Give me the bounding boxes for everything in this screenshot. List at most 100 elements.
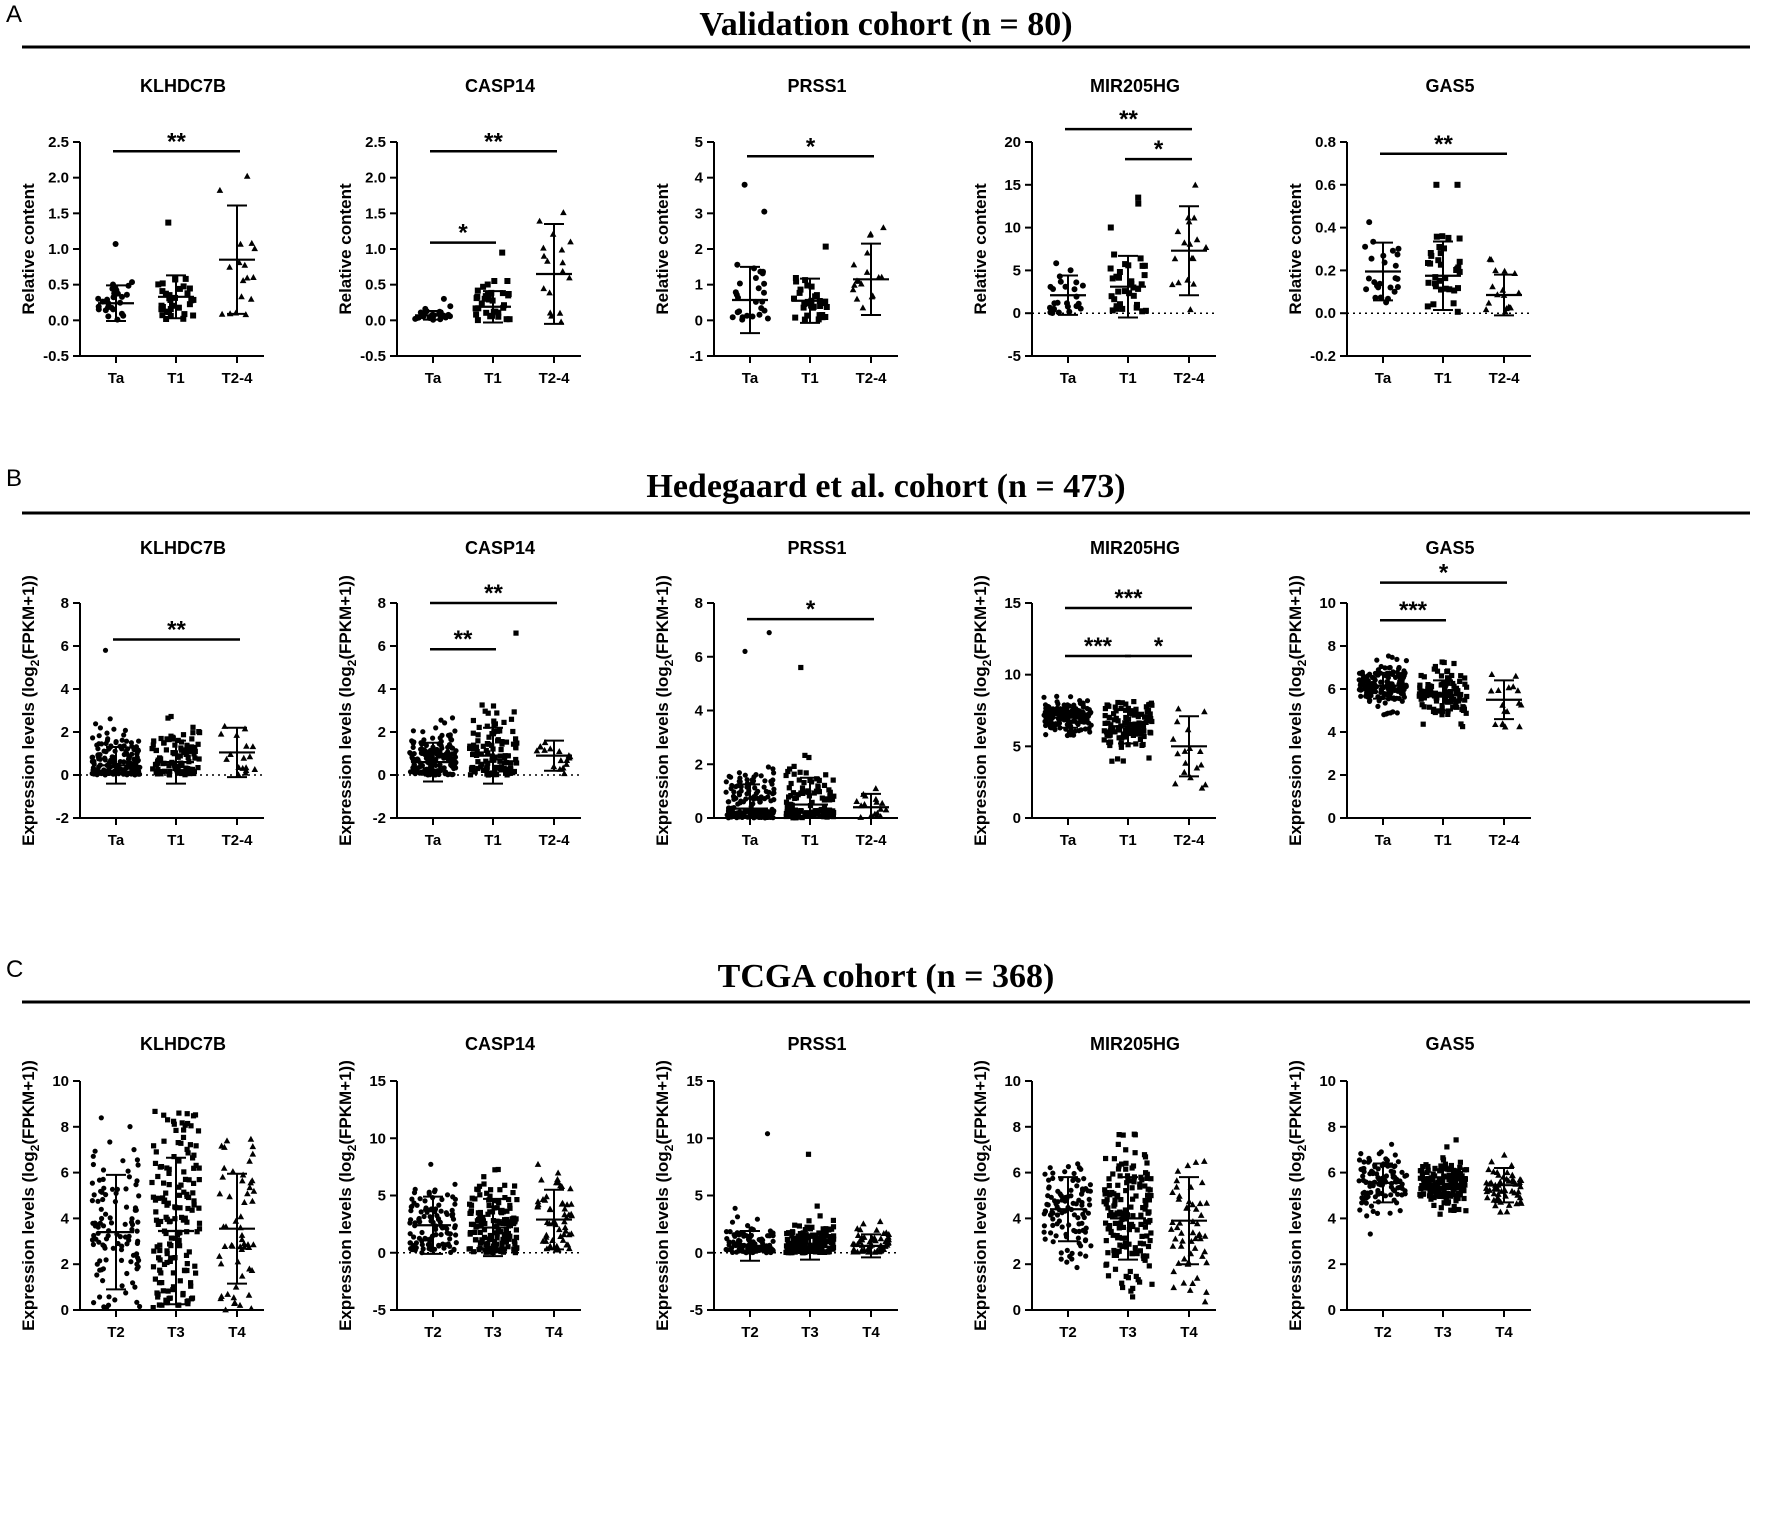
data-point [236,1301,244,1308]
x-tick-label: Ta [425,370,442,387]
data-point [481,1227,488,1233]
data-point [544,257,551,264]
data-point [101,748,107,754]
data-point [854,1225,861,1232]
data-point [1425,1176,1431,1182]
data-point [1112,1266,1119,1272]
y-tick-label: 3 [695,205,703,222]
data-point [729,1249,736,1255]
data-point [94,1272,100,1278]
data-point [1445,1200,1451,1206]
data-point [1169,1189,1176,1195]
data-point [502,1182,508,1188]
data-point [752,785,758,791]
data-point [452,728,458,734]
data-point [1084,705,1090,712]
data-point [1148,1176,1154,1182]
y-tick-label: 0.0 [365,312,386,329]
data-point [1189,1201,1196,1208]
data-point [1071,702,1077,708]
data-point [508,1219,514,1225]
series-t2 [1041,1161,1094,1271]
significance-label: * [458,220,468,247]
data-point [758,773,764,779]
data-point [452,1181,458,1187]
data-point [508,760,514,766]
data-point [161,1180,167,1186]
data-point [152,1276,158,1282]
data-point [1427,250,1434,256]
data-point [1462,1176,1468,1182]
x-tick-label: T1 [1434,370,1452,387]
data-point [1128,721,1134,728]
data-point [1417,685,1423,691]
data-point [563,1241,570,1248]
data-point [1059,1197,1065,1203]
x-tick-label: T3 [1119,1324,1137,1341]
data-point [175,1239,181,1245]
data-point [1131,699,1137,705]
data-point [1137,1184,1143,1190]
data-point [566,1245,573,1252]
data-point [816,1230,822,1236]
data-point [1460,1184,1466,1190]
data-point [155,1173,161,1180]
data-point [106,1294,112,1300]
data-point [482,1220,488,1227]
data-point [189,736,195,742]
data-point [185,1301,191,1307]
data-point [1106,1176,1112,1182]
data-point [1124,1173,1131,1179]
data-point [434,746,440,753]
data-point [1106,739,1112,746]
data-point [237,240,244,247]
data-point [411,762,417,768]
data-point [250,274,257,280]
data-point [490,703,497,709]
x-tick-label: T3 [484,1324,502,1341]
data-point [818,806,824,813]
data-point [505,292,512,299]
data-point [161,1112,167,1118]
data-point [1374,1210,1381,1216]
data-point [191,1198,197,1204]
data-point [1488,1158,1495,1165]
series-ta [95,241,135,323]
data-point [229,1168,237,1174]
data-point [190,312,197,319]
series-ta [89,647,143,785]
data-point [197,730,203,736]
data-point [767,1233,773,1239]
data-point [1181,768,1188,775]
data-point [1144,1253,1150,1259]
data-point [1079,1220,1085,1226]
series-ta [1041,693,1094,739]
data-point [175,1242,181,1248]
data-point [188,1283,194,1289]
data-point [89,758,95,765]
data-point [854,1232,862,1238]
data-point [427,769,433,775]
data-point [1071,286,1078,293]
data-point [1450,704,1456,710]
data-point [182,275,189,282]
data-point [1071,1212,1077,1218]
data-point [106,768,113,774]
data-point [790,790,796,796]
data-point [823,772,829,778]
data-point [757,799,763,805]
data-point [1421,689,1427,695]
series-t1 [1416,659,1470,730]
data-point [1378,1149,1384,1155]
data-point [1106,1225,1112,1231]
data-point [1115,1166,1122,1172]
data-point [193,1162,199,1168]
data-point [850,261,858,268]
y-tick-label: 0 [695,1245,703,1262]
data-point [185,766,191,772]
data-point [1115,1141,1121,1147]
data-point [1133,304,1140,311]
data-point [1050,1175,1056,1181]
data-point [744,777,750,783]
